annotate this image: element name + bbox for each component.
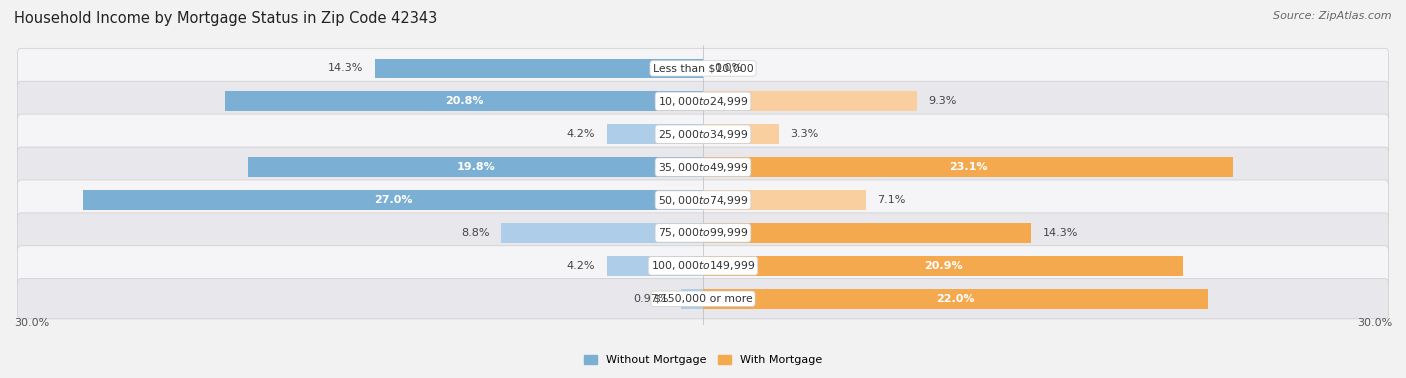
Text: 30.0%: 30.0% bbox=[1357, 318, 1392, 328]
Text: $25,000 to $34,999: $25,000 to $34,999 bbox=[658, 128, 748, 141]
FancyBboxPatch shape bbox=[17, 246, 1389, 286]
Bar bbox=[703, 223, 1032, 243]
Text: $10,000 to $24,999: $10,000 to $24,999 bbox=[658, 95, 748, 108]
Text: 27.0%: 27.0% bbox=[374, 195, 412, 205]
Bar bbox=[703, 289, 1208, 308]
Bar bbox=[374, 59, 703, 78]
Bar bbox=[249, 157, 703, 177]
Text: 14.3%: 14.3% bbox=[1043, 228, 1078, 238]
Text: 0.0%: 0.0% bbox=[714, 64, 742, 73]
Text: Source: ZipAtlas.com: Source: ZipAtlas.com bbox=[1274, 11, 1392, 21]
Text: 8.8%: 8.8% bbox=[461, 228, 489, 238]
Text: 20.9%: 20.9% bbox=[924, 261, 962, 271]
FancyBboxPatch shape bbox=[17, 48, 1389, 88]
Text: $150,000 or more: $150,000 or more bbox=[654, 294, 752, 304]
Bar bbox=[606, 256, 703, 276]
Text: 14.3%: 14.3% bbox=[328, 64, 363, 73]
Text: Household Income by Mortgage Status in Zip Code 42343: Household Income by Mortgage Status in Z… bbox=[14, 11, 437, 26]
Bar bbox=[703, 256, 1182, 276]
Text: 19.8%: 19.8% bbox=[457, 162, 495, 172]
Text: $100,000 to $149,999: $100,000 to $149,999 bbox=[651, 259, 755, 272]
Bar bbox=[703, 190, 866, 210]
Text: Less than $10,000: Less than $10,000 bbox=[652, 64, 754, 73]
Bar bbox=[703, 124, 779, 144]
Bar bbox=[83, 190, 703, 210]
FancyBboxPatch shape bbox=[17, 147, 1389, 187]
FancyBboxPatch shape bbox=[17, 114, 1389, 154]
Text: 7.1%: 7.1% bbox=[877, 195, 905, 205]
Bar bbox=[225, 91, 703, 111]
Legend: Without Mortgage, With Mortgage: Without Mortgage, With Mortgage bbox=[579, 350, 827, 370]
Bar bbox=[681, 289, 703, 308]
Text: $35,000 to $49,999: $35,000 to $49,999 bbox=[658, 161, 748, 174]
Text: 4.2%: 4.2% bbox=[567, 129, 595, 139]
Text: $75,000 to $99,999: $75,000 to $99,999 bbox=[658, 226, 748, 239]
FancyBboxPatch shape bbox=[17, 81, 1389, 121]
FancyBboxPatch shape bbox=[17, 180, 1389, 220]
FancyBboxPatch shape bbox=[17, 279, 1389, 319]
Bar bbox=[703, 157, 1233, 177]
Text: 9.3%: 9.3% bbox=[928, 96, 956, 106]
Text: 23.1%: 23.1% bbox=[949, 162, 987, 172]
Text: 22.0%: 22.0% bbox=[936, 294, 974, 304]
Text: 3.3%: 3.3% bbox=[790, 129, 818, 139]
Text: 20.8%: 20.8% bbox=[444, 96, 484, 106]
Text: 0.97%: 0.97% bbox=[634, 294, 669, 304]
FancyBboxPatch shape bbox=[17, 213, 1389, 253]
Bar bbox=[703, 91, 917, 111]
Text: $50,000 to $74,999: $50,000 to $74,999 bbox=[658, 194, 748, 206]
Text: 4.2%: 4.2% bbox=[567, 261, 595, 271]
Bar bbox=[501, 223, 703, 243]
Text: 30.0%: 30.0% bbox=[14, 318, 49, 328]
Bar bbox=[606, 124, 703, 144]
